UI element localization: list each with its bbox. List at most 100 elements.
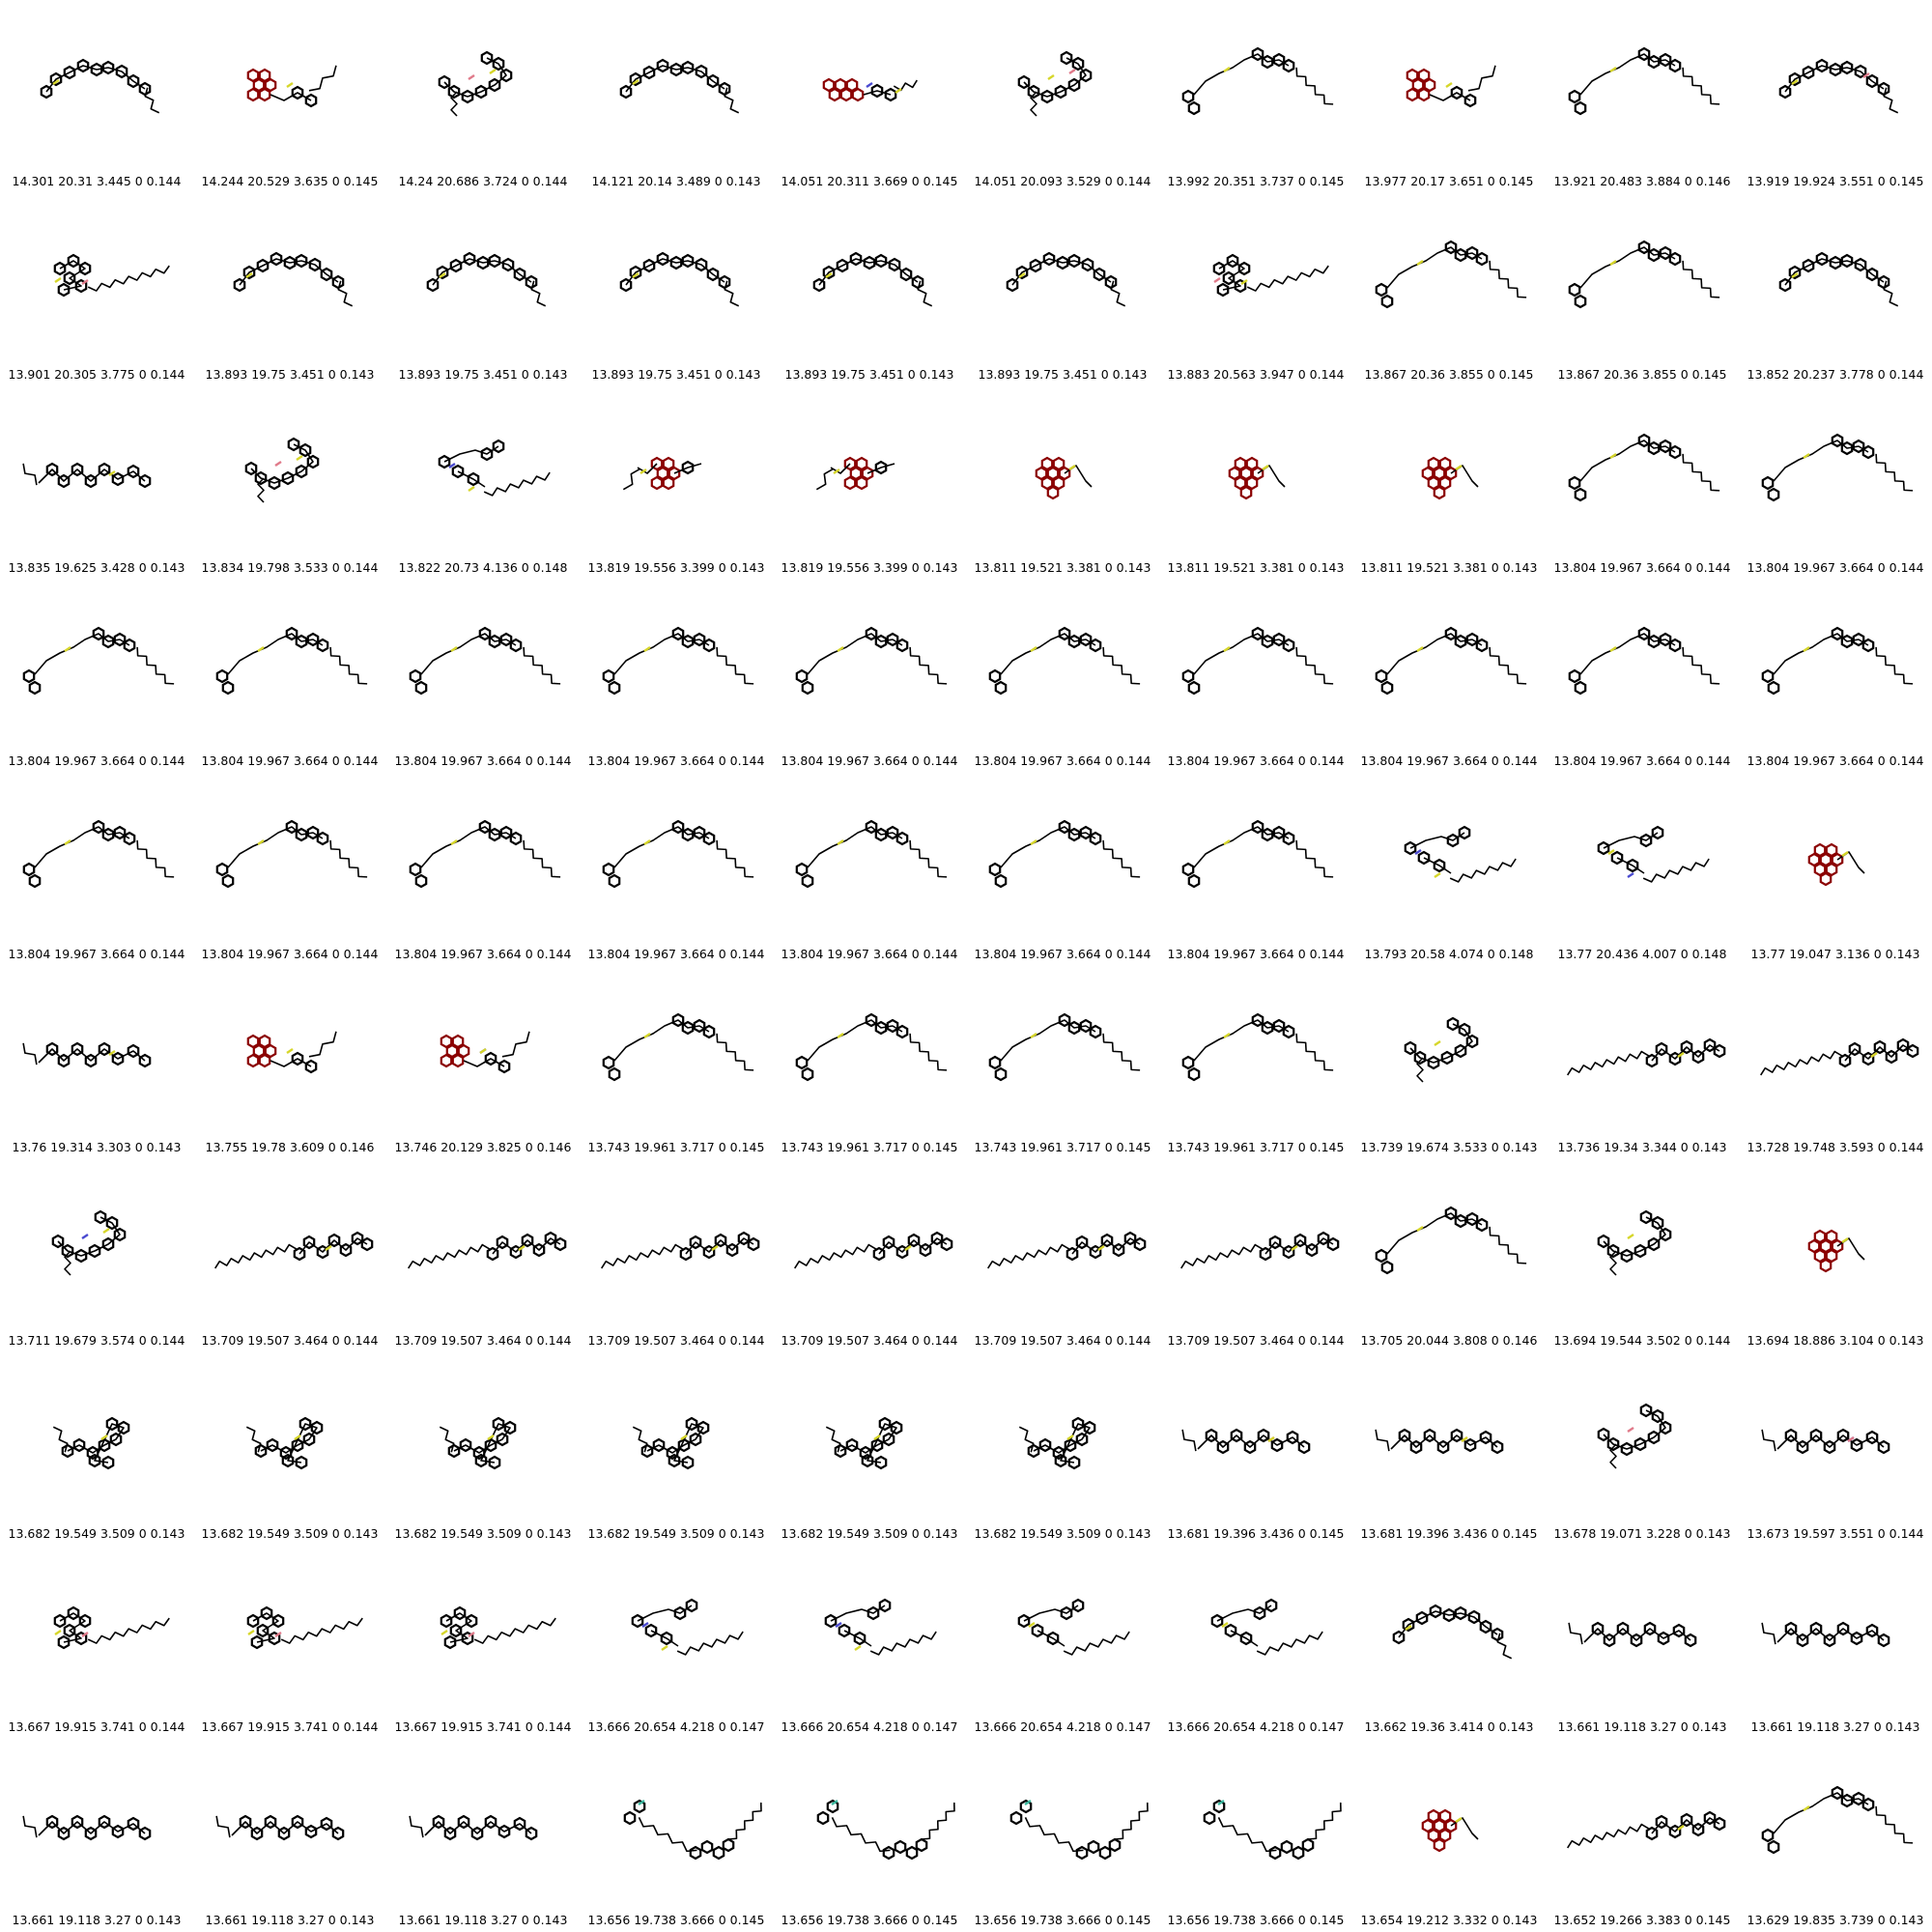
bond-icon bbox=[637, 463, 658, 474]
ring-icon bbox=[1065, 1246, 1079, 1262]
molecule-structure bbox=[794, 1231, 953, 1269]
ring-icon bbox=[503, 1420, 517, 1435]
ring-icon bbox=[293, 1246, 306, 1262]
bond-icon bbox=[1496, 1633, 1513, 1660]
ring-icon bbox=[608, 873, 621, 889]
bond-icon bbox=[1579, 53, 1676, 96]
ring-icon bbox=[1421, 1818, 1435, 1833]
ring-icon bbox=[874, 1020, 888, 1036]
ring-icon bbox=[49, 71, 63, 87]
ring-icon bbox=[874, 253, 888, 269]
molecule-structure bbox=[22, 462, 152, 489]
heteroatom-icon bbox=[450, 646, 458, 652]
ring-icon bbox=[451, 1034, 465, 1049]
ring-icon bbox=[1067, 1455, 1081, 1470]
ring-icon bbox=[706, 73, 720, 89]
ring-icon bbox=[1829, 255, 1842, 270]
bond-icon bbox=[215, 1815, 231, 1838]
heteroatom-icon bbox=[1609, 453, 1617, 459]
molecule-caption: 13.77 20.436 4.007 0 0.148 bbox=[1557, 947, 1727, 961]
bond-icon bbox=[87, 1617, 170, 1644]
ring-icon bbox=[894, 1839, 907, 1855]
ring-icon bbox=[440, 1053, 453, 1068]
ring-icon bbox=[252, 77, 266, 93]
molecule-structure bbox=[602, 819, 754, 889]
ring-icon bbox=[1465, 1211, 1479, 1227]
ring-icon bbox=[1574, 487, 1587, 502]
molecule-caption: 13.662 19.36 3.414 0 0.143 bbox=[1364, 1719, 1534, 1734]
ring-icon bbox=[1282, 831, 1295, 846]
ring-icon bbox=[1380, 294, 1394, 309]
ring-icon bbox=[57, 1826, 71, 1841]
ring-icon bbox=[1123, 1231, 1137, 1246]
bond-icon bbox=[1579, 633, 1676, 675]
ring-icon bbox=[525, 1826, 538, 1841]
ring-icon bbox=[1813, 1248, 1827, 1264]
ring-icon bbox=[1075, 1845, 1089, 1861]
ring-icon bbox=[722, 1837, 735, 1853]
ring-icon bbox=[127, 464, 140, 479]
bond-icon bbox=[1616, 857, 1645, 874]
molecule-cell: 13.682 19.549 3.509 0 0.143 bbox=[386, 1352, 580, 1546]
ring-icon bbox=[1251, 626, 1264, 641]
ring-icon bbox=[271, 1613, 285, 1629]
ring-icon bbox=[1406, 87, 1419, 102]
ring-icon bbox=[78, 1613, 92, 1629]
heteroatom-icon bbox=[64, 839, 71, 845]
ring-icon bbox=[747, 1236, 760, 1252]
ring-icon bbox=[1767, 1839, 1780, 1855]
bond-icon bbox=[917, 280, 933, 307]
ring-icon bbox=[268, 475, 281, 491]
heteroatom-icon bbox=[680, 1435, 688, 1440]
ring-icon bbox=[863, 255, 876, 270]
ring-icon bbox=[1205, 1428, 1218, 1443]
ring-icon bbox=[1691, 1049, 1705, 1065]
bond-icon bbox=[420, 826, 517, 868]
molecule-cell: 13.804 19.967 3.664 0 0.144 bbox=[773, 580, 966, 773]
heteroatom-icon bbox=[638, 1800, 645, 1805]
heteroatom-icon bbox=[1221, 1622, 1229, 1628]
ring-icon bbox=[488, 253, 501, 269]
ring-icon bbox=[111, 1824, 125, 1839]
bond-icon bbox=[1682, 67, 1720, 105]
molecule-caption: 13.804 19.967 3.664 0 0.144 bbox=[1360, 753, 1538, 768]
ring-icon bbox=[499, 825, 513, 840]
ring-icon bbox=[853, 1631, 867, 1646]
heteroatom-icon bbox=[1841, 851, 1849, 857]
ring-icon bbox=[1840, 60, 1854, 75]
molecule-caption: 13.667 19.915 3.741 0 0.144 bbox=[8, 1719, 185, 1734]
ring-icon bbox=[1404, 1040, 1417, 1056]
ring-icon bbox=[488, 77, 501, 93]
ring-icon bbox=[1438, 1808, 1452, 1824]
ring-icon bbox=[84, 1053, 98, 1068]
ring-icon bbox=[1463, 1437, 1477, 1453]
heteroatom-icon bbox=[866, 82, 873, 88]
molecule-cell: 13.661 19.118 3.27 0 0.143 bbox=[0, 1739, 193, 1932]
ring-icon bbox=[521, 1233, 534, 1248]
molecule-cell: 13.709 19.507 3.464 0 0.144 bbox=[966, 1159, 1159, 1352]
ring-icon bbox=[1861, 444, 1875, 460]
ring-icon bbox=[1454, 634, 1467, 649]
ring-icon bbox=[1245, 456, 1259, 471]
ring-icon bbox=[71, 462, 84, 477]
ring-icon bbox=[1253, 1605, 1266, 1621]
ring-icon bbox=[1896, 1037, 1910, 1053]
ring-icon bbox=[457, 1814, 470, 1830]
molecule-cell: 13.656 19.738 3.666 0 0.145 bbox=[773, 1739, 966, 1932]
ring-icon bbox=[221, 873, 235, 889]
ring-icon bbox=[1610, 850, 1624, 866]
ring-icon bbox=[1272, 1018, 1286, 1034]
ring-icon bbox=[239, 1814, 252, 1830]
ring-icon bbox=[98, 1437, 111, 1453]
ring-icon bbox=[1885, 1049, 1898, 1065]
heteroatom-icon bbox=[1803, 453, 1810, 459]
bond-icon bbox=[22, 1815, 38, 1838]
ring-icon bbox=[695, 257, 708, 272]
ring-icon bbox=[1659, 1420, 1672, 1435]
ring-icon bbox=[895, 831, 909, 846]
ring-icon bbox=[88, 1243, 101, 1259]
molecule-structure bbox=[602, 1012, 754, 1082]
ring-icon bbox=[233, 277, 246, 293]
molecule-cell: 13.652 19.266 3.383 0 0.145 bbox=[1546, 1739, 1739, 1932]
ring-icon bbox=[277, 1826, 291, 1841]
